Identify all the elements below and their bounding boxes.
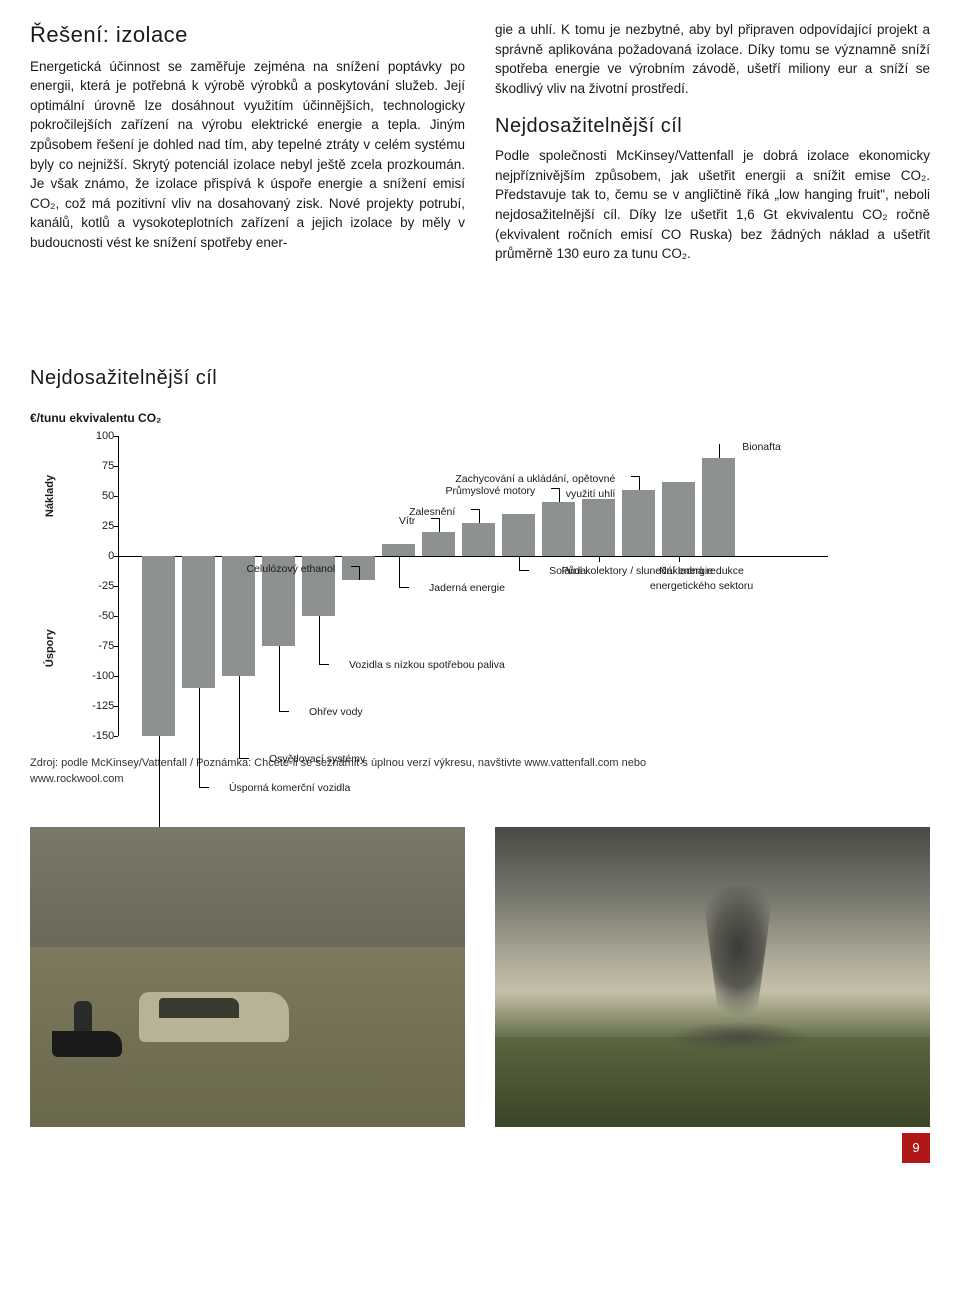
chart-bar-label: Úsporná komerční vozidla: [229, 781, 350, 796]
body-text-col2b: Podle společnosti McKinsey/Vattenfall je…: [495, 146, 930, 263]
y-tick-mark: [114, 676, 118, 677]
chart-bar: [422, 532, 455, 556]
chart-bar: [582, 499, 615, 557]
chart-bar: [142, 556, 175, 736]
y-tick-mark: [114, 556, 118, 557]
chart-bar-label: Zalesnění: [409, 505, 455, 520]
chart-bar: [622, 490, 655, 556]
y-tick-mark: [114, 496, 118, 497]
chart-bar-label: Půda: [562, 564, 587, 579]
chart-bar: [182, 556, 215, 688]
chart-y-unit: €/tunu ekvivalentu CO₂: [30, 410, 930, 427]
chart-bar-label: Vozidla s nízkou spotřebou paliva: [349, 658, 505, 673]
chart-section: Nejdosažitelnější cíl €/tunu ekvivalentu…: [30, 364, 930, 788]
page-number: 9: [902, 1133, 930, 1163]
y-tick-mark: [114, 706, 118, 707]
chart-bar-label: Celulózový ethanol: [246, 562, 335, 577]
y-tick-label: -125: [74, 699, 114, 714]
y-tick-mark: [114, 646, 118, 647]
page-footer: 9: [0, 1127, 960, 1163]
right-column: gie a uhlí. K tomu je nezbytné, aby byl …: [495, 20, 930, 264]
y-tick-label: -50: [74, 609, 114, 624]
y-tick-label: 25: [74, 519, 114, 534]
y-axis-section-labels: Náklady Úspory: [30, 436, 78, 736]
y-axis-line: [118, 436, 119, 736]
chart-bar-label: Jaderná energie: [429, 581, 505, 596]
chart-title: Nejdosažitelnější cíl: [30, 364, 930, 392]
y-tick-label: 75: [74, 459, 114, 474]
body-text-col2a: gie a uhlí. K tomu je nezbytné, aby byl …: [495, 20, 930, 98]
y-tick-mark: [114, 466, 118, 467]
chart-bar: [502, 514, 535, 556]
section-heading-goal: Nejdosažitelnější cíl: [495, 112, 930, 140]
body-text-col1: Energetická účinnost se zaměřuje zejména…: [30, 57, 465, 253]
y-tick-label: -100: [74, 669, 114, 684]
photo-tornado: [495, 827, 930, 1127]
chart-bar: [382, 544, 415, 556]
photo-flood: [30, 827, 465, 1127]
y-tick-label: 0: [74, 549, 114, 564]
chart-bar-label: Ohřev vody: [309, 705, 363, 720]
y-lower-label: Úspory: [43, 630, 58, 668]
y-tick-label: -25: [74, 579, 114, 594]
chart-bar: [702, 458, 735, 556]
y-tick-label: 100: [74, 429, 114, 444]
y-tick-mark: [114, 616, 118, 617]
y-tick-mark: [114, 736, 118, 737]
chart-bar-label: Bionafta: [742, 440, 781, 455]
chart-bar: [462, 523, 495, 557]
chart-bar: [542, 502, 575, 556]
left-column: Řešení: izolace Energetická účinnost se …: [30, 20, 465, 264]
y-tick-label: -150: [74, 729, 114, 744]
y-tick-mark: [114, 436, 118, 437]
chart-bar-label: Nákladná redukce energetického sektoru: [642, 564, 762, 593]
chart-bar: [662, 482, 695, 556]
chart-bar-label: Zachycování a ukládání, opětovné využití…: [435, 472, 615, 501]
y-tick-label: -75: [74, 639, 114, 654]
section-heading-solution: Řešení: izolace: [30, 20, 465, 51]
y-tick-mark: [114, 526, 118, 527]
chart-plot-area: 1007550250-25-50-75-100-125-150Více tepe…: [78, 436, 878, 736]
y-tick-label: 50: [74, 489, 114, 504]
y-tick-mark: [114, 586, 118, 587]
chart-bar-label: Osvětlovací systémy: [269, 752, 365, 767]
y-upper-label: Náklady: [43, 475, 58, 517]
